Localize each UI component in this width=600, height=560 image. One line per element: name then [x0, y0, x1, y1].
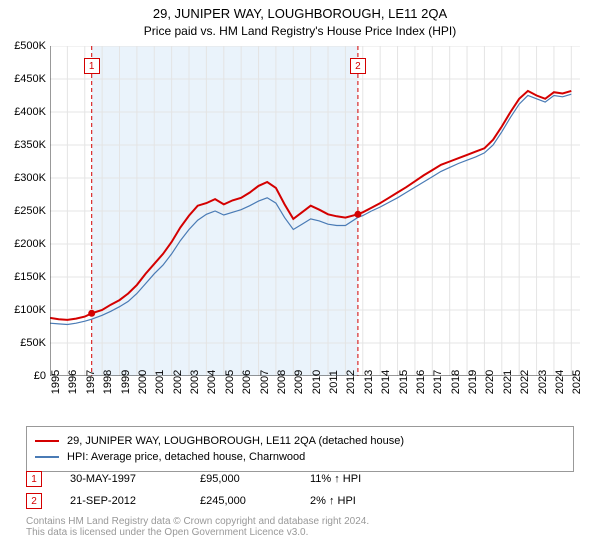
x-tick-label: 1997 — [85, 370, 97, 394]
legend-label: HPI: Average price, detached house, Char… — [67, 451, 305, 463]
line-chart — [50, 46, 580, 376]
x-tick-label: 1999 — [120, 370, 132, 394]
x-tick-label: 2007 — [259, 370, 271, 394]
x-tick-label: 2023 — [537, 370, 549, 394]
x-tick-label: 2006 — [241, 370, 253, 394]
x-tick-label: 2021 — [502, 370, 514, 394]
legend-row: HPI: Average price, detached house, Char… — [35, 449, 565, 465]
event-hpi: 2% ↑ HPI — [310, 495, 356, 507]
chart-header: 29, JUNIPER WAY, LOUGHBOROUGH, LE11 2QA … — [0, 0, 600, 40]
event-date: 30-MAY-1997 — [70, 473, 200, 485]
event-date: 21-SEP-2012 — [70, 495, 200, 507]
legend-swatch — [35, 440, 59, 442]
y-tick-label: £400K — [2, 106, 46, 118]
x-tick-label: 2020 — [484, 370, 496, 394]
x-tick-label: 1995 — [50, 370, 62, 394]
x-tick-label: 2002 — [172, 370, 184, 394]
x-tick-label: 2004 — [206, 370, 218, 394]
y-tick-label: £100K — [2, 304, 46, 316]
legend-label: 29, JUNIPER WAY, LOUGHBOROUGH, LE11 2QA … — [67, 435, 404, 447]
y-tick-label: £150K — [2, 271, 46, 283]
event-hpi: 11% ↑ HPI — [310, 473, 361, 485]
x-tick-label: 2025 — [571, 370, 583, 394]
x-tick-label: 2009 — [293, 370, 305, 394]
legend: 29, JUNIPER WAY, LOUGHBOROUGH, LE11 2QA … — [26, 426, 574, 472]
event-price: £245,000 — [200, 495, 310, 507]
x-tick-label: 2000 — [137, 370, 149, 394]
x-tick-label: 2011 — [328, 370, 340, 394]
x-axis-labels: 1995199619971998199920002001200220032004… — [50, 382, 580, 422]
y-tick-label: £500K — [2, 40, 46, 52]
x-tick-label: 1998 — [102, 370, 114, 394]
x-tick-label: 2013 — [363, 370, 375, 394]
x-tick-label: 2008 — [276, 370, 288, 394]
event-price: £95,000 — [200, 473, 310, 485]
x-tick-label: 2015 — [398, 370, 410, 394]
event-row: 1 30-MAY-1997£95,00011% ↑ HPI — [26, 468, 574, 490]
y-tick-label: £0 — [2, 370, 46, 382]
x-tick-label: 2003 — [189, 370, 201, 394]
x-tick-label: 2012 — [345, 370, 357, 394]
y-tick-label: £300K — [2, 172, 46, 184]
legend-row: 29, JUNIPER WAY, LOUGHBOROUGH, LE11 2QA … — [35, 433, 565, 449]
footer-attribution: Contains HM Land Registry data © Crown c… — [26, 516, 574, 538]
x-tick-label: 2019 — [467, 370, 479, 394]
chart-area: £0£50K£100K£150K£200K£250K£300K£350K£400… — [50, 46, 580, 376]
event-row: 2 21-SEP-2012£245,0002% ↑ HPI — [26, 490, 574, 512]
x-tick-label: 2005 — [224, 370, 236, 394]
event-marker-badge: 2 — [350, 58, 366, 74]
event-badge: 2 — [26, 493, 42, 509]
x-tick-label: 2001 — [154, 370, 166, 394]
x-tick-label: 2024 — [554, 370, 566, 394]
x-tick-label: 1996 — [67, 370, 79, 394]
x-tick-label: 2010 — [311, 370, 323, 394]
y-tick-label: £50K — [2, 337, 46, 349]
event-marker-badge: 1 — [84, 58, 100, 74]
y-tick-label: £350K — [2, 139, 46, 151]
y-tick-label: £250K — [2, 205, 46, 217]
chart-title: 29, JUNIPER WAY, LOUGHBOROUGH, LE11 2QA — [0, 6, 600, 21]
event-badge: 1 — [26, 471, 42, 487]
chart-subtitle: Price paid vs. HM Land Registry's House … — [0, 24, 600, 38]
x-tick-label: 2022 — [519, 370, 531, 394]
legend-swatch — [35, 456, 59, 457]
footer-line-1: Contains HM Land Registry data © Crown c… — [26, 516, 574, 527]
y-axis-labels: £0£50K£100K£150K£200K£250K£300K£350K£400… — [2, 46, 46, 376]
x-tick-label: 2014 — [380, 370, 392, 394]
y-tick-label: £200K — [2, 238, 46, 250]
x-tick-label: 2017 — [432, 370, 444, 394]
x-tick-label: 2016 — [415, 370, 427, 394]
x-tick-label: 2018 — [450, 370, 462, 394]
footer-line-2: This data is licensed under the Open Gov… — [26, 527, 574, 538]
event-table: 1 30-MAY-1997£95,00011% ↑ HPI 2 21-SEP-2012… — [26, 468, 574, 512]
y-tick-label: £450K — [2, 73, 46, 85]
